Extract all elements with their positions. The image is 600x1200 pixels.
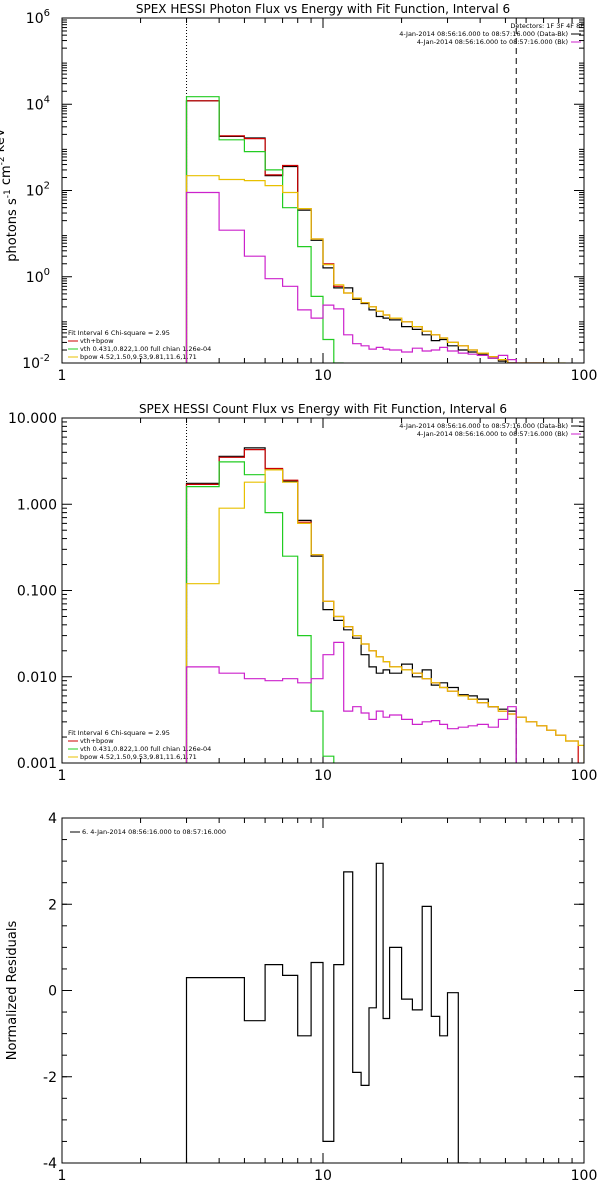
legend-bottom-left-text: bpow 4.52,1.50,9.53,9.81,11.6,1.71 xyxy=(80,753,197,761)
y-tick-label: 102 xyxy=(26,181,50,200)
y-label-part: s xyxy=(5,198,20,209)
legend-top-right-text: 4-Jan-2014 08:56:16.000 to 08:57:16.000 … xyxy=(399,422,568,430)
plot-frame xyxy=(61,417,585,764)
series-bk xyxy=(185,191,517,363)
y-tick-label: 10-2 xyxy=(22,353,50,372)
series-group xyxy=(185,862,469,1163)
chart-title: SPEX HESSI Count Flux vs Energy with Fit… xyxy=(139,402,507,416)
y-tick-label: 10.000 xyxy=(8,411,57,427)
legend-top-right-text: 4-Jan-2014 08:56:16.000 to 08:57:16.000 … xyxy=(399,30,568,38)
count-plot: SPEX HESSI Count Flux vs Energy with Fit… xyxy=(8,402,597,784)
y-tick-label: 0 xyxy=(48,984,57,1000)
series-vth xyxy=(185,96,344,363)
series-group xyxy=(185,96,566,363)
y-label-part: cm xyxy=(0,165,14,189)
series-vth-bpow xyxy=(185,449,579,763)
series-bk xyxy=(185,641,517,763)
legend-top-right-text: 4-Jan-2014 08:56:16.000 to 08:57:16.000 … xyxy=(417,430,568,438)
photon-plot: SPEX HESSI Photon Flux vs Energy with Fi… xyxy=(0,2,597,384)
y-tick-label: 0.001 xyxy=(17,756,57,772)
series-residuals xyxy=(185,862,469,1163)
y-label-part: photons xyxy=(5,209,20,262)
x-tick-label: 1 xyxy=(58,368,67,384)
series-data-bk xyxy=(185,100,517,363)
series-bpow xyxy=(185,469,584,763)
y-tick-exponent: 2 xyxy=(44,181,50,192)
y-axis-label: photons s-1 cm-2 keV-1 xyxy=(0,119,20,261)
legend-bottom-left-text: Fit Interval 6 Chi-square = 2.95 xyxy=(68,329,170,337)
y-tick-label: -2 xyxy=(43,1070,57,1086)
y-tick-label: -4 xyxy=(43,1156,57,1172)
x-tick-label: 100 xyxy=(571,1168,598,1184)
legend-bottom-left-text: vth+bpow xyxy=(80,337,114,345)
x-tick-label: 10 xyxy=(314,1168,332,1184)
series-bpow xyxy=(185,175,566,363)
x-tick-label: 100 xyxy=(571,368,598,384)
series-data-bk xyxy=(185,447,517,763)
legend-bottom-left-text: bpow 4.52,1.50,9.53,9.81,11.6,1.71 xyxy=(80,353,197,361)
resid-plot: 1 10 100 -4 -2 0 2 4 Normalized Residuals 6. 4-Ja… xyxy=(5,811,597,1184)
y-tick-exponent: -2 xyxy=(40,353,50,364)
y-tick-label: 104 xyxy=(26,94,50,113)
y-tick-label: 4 xyxy=(48,811,57,827)
legend-bottom-left-text: vth 0.431,0.822,1.00 full chian 1.26e-04 xyxy=(80,745,211,753)
plot-frame xyxy=(61,17,585,364)
y-label-sup: -1 xyxy=(3,189,13,198)
y-label-sup: -1 xyxy=(0,119,1,128)
y-label-part: keV xyxy=(0,128,8,156)
y-axis-label: Normalized Residuals xyxy=(5,921,20,1061)
legend-bottom-left-text: vth 0.431,0.822,1.00 full chian 1.26e-04 xyxy=(80,345,211,353)
y-tick-label: 2 xyxy=(48,897,57,913)
legend-top-left-text: 6. 4-Jan-2014 08:56:16.000 to 08:57:16.0… xyxy=(82,828,226,836)
plot-frame xyxy=(61,817,585,1164)
chart-title: SPEX HESSI Photon Flux vs Energy with Fi… xyxy=(136,2,510,16)
y-tick-exponent: 4 xyxy=(44,94,50,105)
x-tick-label: 10 xyxy=(314,768,332,784)
x-tick-label: 10 xyxy=(314,368,332,384)
x-tick-label: 1 xyxy=(58,1168,67,1184)
x-tick-label: 100 xyxy=(571,768,598,784)
y-tick-label: 0.010 xyxy=(17,670,57,686)
y-tick-label: 100 xyxy=(26,267,50,286)
legend-top-right-text: Detectors: 1F 3F 4F 8F xyxy=(510,22,584,30)
y-tick-label: 1.000 xyxy=(17,497,57,513)
legend-top-right-text: 4-Jan-2014 08:56:16.000 to 08:57:16.000 … xyxy=(417,38,568,46)
series-vth xyxy=(185,461,335,763)
y-tick-label: 0.100 xyxy=(17,584,57,600)
legend-bottom-left-text: Fit Interval 6 Chi-square = 2.95 xyxy=(68,729,170,737)
series-group xyxy=(185,447,584,763)
y-tick-exponent: 0 xyxy=(44,267,50,278)
x-tick-label: 1 xyxy=(58,768,67,784)
y-label-sup: -2 xyxy=(0,156,7,165)
legend-bottom-left-text: vth+bpow xyxy=(80,737,114,745)
y-tick-label: 106 xyxy=(26,8,50,27)
y-tick-exponent: 6 xyxy=(44,8,50,19)
